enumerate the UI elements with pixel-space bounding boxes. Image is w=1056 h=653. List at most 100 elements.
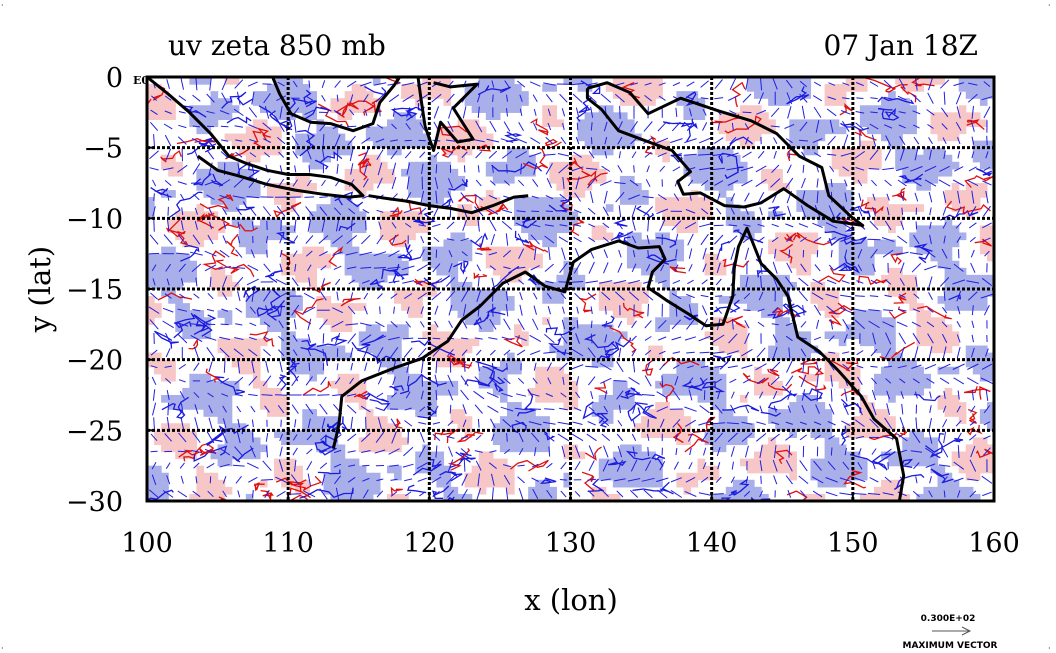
- negative-cell: [506, 105, 515, 113]
- positive-cell: [831, 289, 840, 297]
- negative-cell: [874, 331, 882, 340]
- positive-cell: [972, 458, 981, 467]
- positive-cell: [506, 260, 515, 269]
- negative-cell: [859, 112, 868, 120]
- positive-cell: [916, 324, 925, 332]
- positive-cell: [535, 253, 543, 262]
- positive-cell: [330, 98, 339, 106]
- positive-cell: [944, 133, 953, 142]
- wind-vector: [375, 280, 385, 284]
- wind-vector: [502, 250, 512, 258]
- positive-cell: [711, 338, 720, 347]
- contour-line: [176, 396, 189, 420]
- contour-line: [302, 381, 332, 396]
- positive-cell: [443, 77, 452, 85]
- wind-vector: [336, 363, 339, 371]
- positive-cell: [394, 232, 402, 241]
- wind-vector: [263, 321, 271, 328]
- wind-vector: [232, 195, 245, 199]
- wind-vector: [631, 205, 637, 218]
- positive-cell: [746, 119, 755, 128]
- negative-cell: [521, 416, 529, 424]
- negative-cell: [598, 465, 607, 474]
- negative-cell: [725, 197, 734, 205]
- negative-cell: [323, 423, 332, 431]
- negative-cell: [514, 98, 522, 106]
- positive-cell: [676, 211, 685, 219]
- positive-cell: [641, 77, 649, 85]
- wind-vector: [346, 404, 357, 414]
- wind-vector: [756, 347, 766, 358]
- negative-cell: [542, 197, 550, 205]
- wind-vector: [279, 235, 283, 244]
- wind-vector: [319, 462, 328, 469]
- wind-vector: [361, 137, 371, 144]
- negative-cell: [422, 395, 430, 403]
- negative-cell: [506, 168, 515, 177]
- negative-cell: [874, 338, 882, 347]
- negative-cell: [711, 175, 720, 184]
- positive-cell: [838, 84, 847, 92]
- wind-vector: [558, 236, 569, 243]
- negative-cell: [739, 437, 748, 446]
- wind-vector: [373, 251, 387, 257]
- wind-vector: [685, 476, 696, 483]
- wind-vector: [148, 489, 160, 499]
- wind-vector: [545, 478, 553, 482]
- positive-cell: [379, 444, 388, 453]
- negative-cell: [485, 324, 494, 332]
- negative-cell: [408, 168, 416, 177]
- positive-cell: [605, 84, 614, 92]
- wind-vector: [209, 276, 212, 288]
- negative-cell: [824, 479, 833, 488]
- wind-vector: [532, 488, 539, 500]
- positive-cell: [259, 402, 268, 410]
- negative-cell: [789, 324, 797, 332]
- positive-cell: [754, 366, 762, 375]
- wind-vector: [588, 261, 595, 274]
- positive-cell: [499, 260, 508, 269]
- wind-vector: [249, 445, 256, 458]
- negative-cell: [605, 395, 614, 403]
- negative-cell: [923, 168, 932, 177]
- wind-vector: [799, 421, 807, 425]
- negative-cell: [697, 395, 706, 403]
- negative-cell: [838, 331, 847, 340]
- negative-cell: [351, 253, 360, 262]
- wind-vector: [148, 252, 160, 255]
- wind-vector: [787, 405, 791, 413]
- negative-cell: [972, 84, 981, 92]
- negative-cell: [711, 147, 720, 156]
- wind-vector: [249, 306, 256, 314]
- positive-cell: [210, 281, 219, 290]
- wind-vector: [421, 163, 424, 175]
- positive-cell: [789, 232, 797, 241]
- wind-vector: [515, 420, 528, 427]
- wind-vector: [334, 134, 341, 147]
- negative-cell: [379, 133, 388, 142]
- positive-cell: [619, 91, 628, 99]
- negative-cell: [817, 218, 826, 226]
- positive-cell: [979, 444, 988, 453]
- negative-cell: [718, 147, 727, 156]
- negative-cell: [739, 430, 748, 438]
- wind-vector: [349, 148, 354, 162]
- negative-cell: [224, 409, 233, 417]
- negative-cell: [443, 380, 452, 389]
- negative-cell: [817, 458, 826, 467]
- wind-vector: [531, 432, 540, 443]
- negative-cell: [429, 387, 437, 396]
- negative-cell: [676, 310, 685, 318]
- negative-cell: [584, 133, 593, 142]
- positive-cell: [464, 211, 473, 219]
- positive-cell: [147, 105, 155, 113]
- contour-line: [226, 116, 252, 124]
- positive-cell: [930, 126, 939, 135]
- negative-cell: [535, 204, 543, 212]
- negative-cell: [429, 472, 437, 481]
- negative-cell: [923, 451, 932, 460]
- positive-cell: [358, 175, 367, 184]
- negative-cell: [626, 175, 635, 184]
- wind-vector: [560, 136, 567, 145]
- wind-vector: [800, 348, 807, 357]
